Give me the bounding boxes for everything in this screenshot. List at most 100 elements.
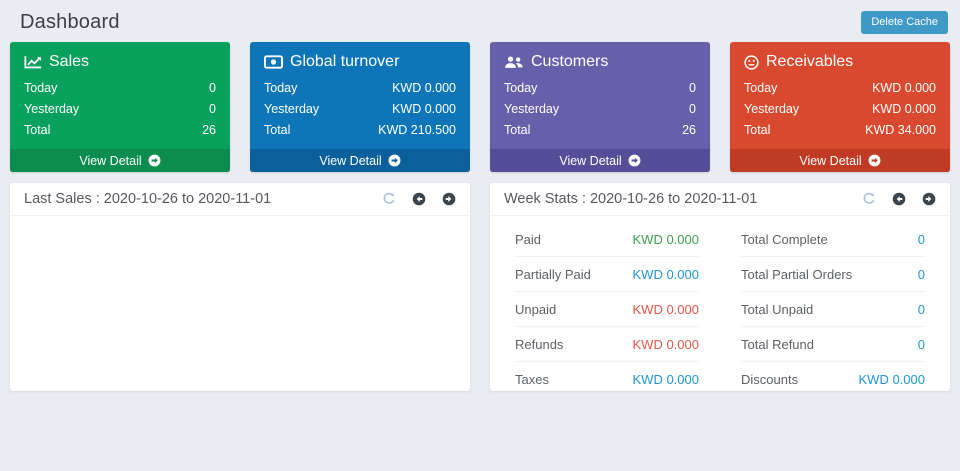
panel-actions: [862, 192, 936, 206]
stat-value: 0: [917, 336, 925, 352]
card-row: Total KWD 34.000: [744, 120, 936, 141]
week-stats-panel-header: Week Stats : 2020-10-26 to 2020-11-01: [490, 183, 950, 216]
delete-cache-button[interactable]: Delete Cache: [861, 11, 948, 34]
row-label: Total: [24, 123, 51, 137]
card-title: Global turnover: [290, 53, 400, 70]
view-detail-button[interactable]: View Detail: [490, 149, 710, 172]
stat-label: Unpaid: [515, 301, 557, 317]
stat-label: Taxes: [515, 371, 549, 387]
customers-card-body: Customers Today 0 Yesterday 0 Total 26: [490, 42, 710, 141]
row-value: KWD 0.000: [392, 102, 456, 116]
card-title: Receivables: [766, 53, 854, 70]
panel-actions: [382, 192, 456, 206]
panel-title: Last Sales : 2020-10-26 to 2020-11-01: [24, 191, 272, 207]
stat-row: Refunds KWD 0.000: [515, 326, 699, 361]
row-value: KWD 210.500: [378, 123, 456, 137]
view-detail-label: View Detail: [319, 153, 382, 168]
week-stats-table: Paid KWD 0.000 Partially Paid KWD 0.000 …: [490, 216, 950, 396]
stat-label: Total Unpaid: [741, 301, 814, 317]
view-detail-label: View Detail: [79, 153, 142, 168]
card-row: Yesterday KWD 0.000: [264, 99, 456, 120]
row-value: KWD 0.000: [872, 81, 936, 95]
last-sales-panel: Last Sales : 2020-10-26 to 2020-11-01: [10, 183, 470, 391]
row-label: Total: [264, 123, 291, 137]
panels-row: Last Sales : 2020-10-26 to 2020-11-01 We…: [10, 183, 950, 391]
card-row: Today 0: [504, 78, 696, 99]
receivables-card-body: Receivables Today KWD 0.000 Yesterday KW…: [730, 42, 950, 141]
stat-value: KWD 0.000: [632, 336, 699, 352]
view-detail-button[interactable]: View Detail: [250, 149, 470, 172]
stat-cards-row: Sales Today 0 Yesterday 0 Total 26 View …: [10, 42, 950, 172]
view-detail-label: View Detail: [799, 153, 862, 168]
stat-row: Partially Paid KWD 0.000: [515, 256, 699, 291]
view-detail-label: View Detail: [559, 153, 622, 168]
view-detail-button[interactable]: View Detail: [10, 149, 230, 172]
meh-face-icon: [744, 54, 759, 70]
chart-line-icon: [24, 55, 42, 70]
next-circle-icon[interactable]: [442, 192, 456, 206]
row-label: Today: [744, 81, 778, 95]
sales-card: Sales Today 0 Yesterday 0 Total 26 View …: [10, 42, 230, 172]
row-label: Today: [24, 81, 58, 95]
stat-label: Total Refund: [741, 336, 814, 352]
stat-row: Discounts KWD 0.000: [741, 361, 925, 396]
row-value: KWD 0.000: [872, 102, 936, 116]
row-value: 26: [682, 123, 696, 137]
arrow-circle-right-icon: [628, 154, 641, 167]
money-bill-icon: [264, 55, 283, 69]
row-label: Yesterday: [264, 102, 320, 116]
row-label: Total: [504, 123, 531, 137]
row-value: 0: [209, 81, 216, 95]
card-row: Total KWD 210.500: [264, 120, 456, 141]
last-sales-chart-area: [10, 216, 470, 391]
card-row: Total 26: [504, 120, 696, 141]
card-row: Today KWD 0.000: [744, 78, 936, 99]
stat-row: Total Refund 0: [741, 326, 925, 361]
card-row: Today KWD 0.000: [264, 78, 456, 99]
refresh-icon[interactable]: [382, 192, 396, 206]
row-label: Yesterday: [504, 102, 560, 116]
sales-card-body: Sales Today 0 Yesterday 0 Total 26: [10, 42, 230, 141]
row-value: 0: [209, 102, 216, 116]
week-stats-right-column: Total Complete 0 Total Partial Orders 0 …: [741, 222, 925, 396]
stat-value: 0: [917, 266, 925, 282]
card-row: Yesterday KWD 0.000: [744, 99, 936, 120]
week-stats-left-column: Paid KWD 0.000 Partially Paid KWD 0.000 …: [515, 222, 699, 396]
stat-value: KWD 0.000: [632, 231, 699, 247]
row-value: 0: [689, 81, 696, 95]
card-row: Yesterday 0: [504, 99, 696, 120]
card-row: Total 26: [24, 120, 216, 141]
stat-row: Total Unpaid 0: [741, 291, 925, 326]
card-title: Customers: [531, 53, 609, 70]
top-bar: Dashboard Delete Cache: [0, 0, 960, 42]
last-sales-panel-header: Last Sales : 2020-10-26 to 2020-11-01: [10, 183, 470, 216]
stat-label: Discounts: [741, 371, 799, 387]
view-detail-button[interactable]: View Detail: [730, 149, 950, 172]
row-value: 26: [202, 123, 216, 137]
global-turnover-card: Global turnover Today KWD 0.000 Yesterda…: [250, 42, 470, 172]
stat-value: KWD 0.000: [632, 371, 699, 387]
row-value: KWD 0.000: [392, 81, 456, 95]
prev-circle-icon[interactable]: [892, 192, 906, 206]
users-icon: [504, 55, 524, 69]
card-row: Today 0: [24, 78, 216, 99]
stat-row: Unpaid KWD 0.000: [515, 291, 699, 326]
card-title: Sales: [49, 53, 90, 70]
week-stats-panel: Week Stats : 2020-10-26 to 2020-11-01 Pa…: [490, 183, 950, 391]
arrow-circle-right-icon: [868, 154, 881, 167]
refresh-icon[interactable]: [862, 192, 876, 206]
global-turnover-card-body: Global turnover Today KWD 0.000 Yesterda…: [250, 42, 470, 141]
stat-value: 0: [917, 231, 925, 247]
stat-value: KWD 0.000: [632, 266, 699, 282]
next-circle-icon[interactable]: [922, 192, 936, 206]
row-label: Today: [264, 81, 298, 95]
stat-row: Total Complete 0: [741, 222, 925, 256]
row-value: KWD 34.000: [865, 123, 936, 137]
stat-label: Paid: [515, 231, 542, 247]
arrow-circle-right-icon: [388, 154, 401, 167]
prev-circle-icon[interactable]: [412, 192, 426, 206]
stat-label: Total Partial Orders: [741, 266, 853, 282]
stat-row: Paid KWD 0.000: [515, 222, 699, 256]
stat-label: Partially Paid: [515, 266, 591, 282]
panel-title: Week Stats : 2020-10-26 to 2020-11-01: [504, 191, 758, 207]
